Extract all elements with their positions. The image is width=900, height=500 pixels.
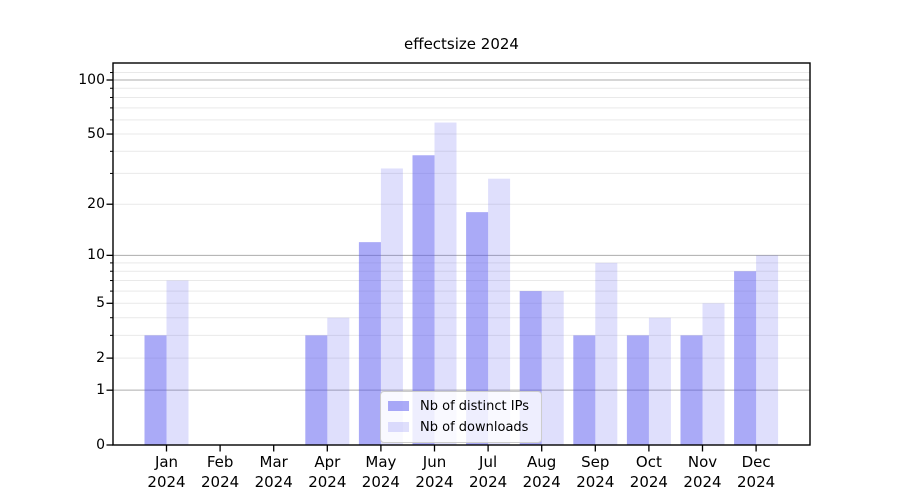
x-tick-label: Jul 2024 xyxy=(469,453,508,491)
legend-swatch-ips-icon xyxy=(388,401,410,411)
y-tick-label: 20 xyxy=(87,196,105,213)
x-tick-label: Mar 2024 xyxy=(254,453,293,491)
bar-distinct-ips xyxy=(412,155,435,445)
x-tick-label: Aug 2024 xyxy=(522,453,561,491)
x-tick-label: Oct 2024 xyxy=(629,453,668,491)
bar-downloads xyxy=(327,317,350,445)
bar-downloads xyxy=(595,262,618,445)
y-tick-label: 0 xyxy=(96,437,105,453)
x-tick-label: Feb 2024 xyxy=(201,453,240,491)
bar-downloads xyxy=(756,255,779,445)
bar-downloads xyxy=(434,122,457,446)
chart-title: effectsize 2024 xyxy=(404,35,519,53)
y-tick-label: 5 xyxy=(96,295,105,312)
y-tick-label: 100 xyxy=(78,72,105,88)
bar-distinct-ips xyxy=(573,335,596,445)
y-tick-label: 1 xyxy=(96,382,105,399)
axes-frame xyxy=(112,62,811,446)
bar-downloads xyxy=(702,303,725,445)
legend-label: Nb of downloads xyxy=(420,419,529,435)
legend-item-distinct-ips: Nb of distinct IPs xyxy=(388,396,529,416)
x-tick-label: Apr 2024 xyxy=(308,453,347,491)
x-tick-label: Dec 2024 xyxy=(737,453,776,491)
y-tick-label: 10 xyxy=(87,247,105,264)
bar-distinct-ips xyxy=(358,242,381,445)
x-tick-label: Jun 2024 xyxy=(415,453,454,491)
x-tick-label: Nov 2024 xyxy=(683,453,722,491)
bar-distinct-ips xyxy=(305,335,328,445)
bar-downloads xyxy=(166,280,189,445)
legend-item-downloads: Nb of downloads xyxy=(388,417,529,437)
x-tick-label: Sep 2024 xyxy=(576,453,615,491)
x-tick-label: Jan 2024 xyxy=(147,453,186,491)
bar-distinct-ips xyxy=(734,271,757,445)
x-tick-label: May 2024 xyxy=(361,453,400,491)
bar-distinct-ips xyxy=(626,335,649,445)
legend-swatch-downloads-icon xyxy=(388,422,410,432)
bar-downloads xyxy=(541,291,564,445)
bar-distinct-ips xyxy=(680,335,703,445)
bar-downloads xyxy=(648,317,671,445)
legend: Nb of distinct IPs Nb of downloads xyxy=(380,391,542,443)
bar-distinct-ips xyxy=(144,335,167,445)
y-tick-label: 50 xyxy=(87,126,105,143)
bar-distinct-ips xyxy=(466,212,489,445)
legend-label: Nb of distinct IPs xyxy=(420,398,529,414)
bar-downloads xyxy=(380,168,403,445)
y-tick-label: 2 xyxy=(96,350,105,367)
bar-downloads xyxy=(488,178,511,445)
